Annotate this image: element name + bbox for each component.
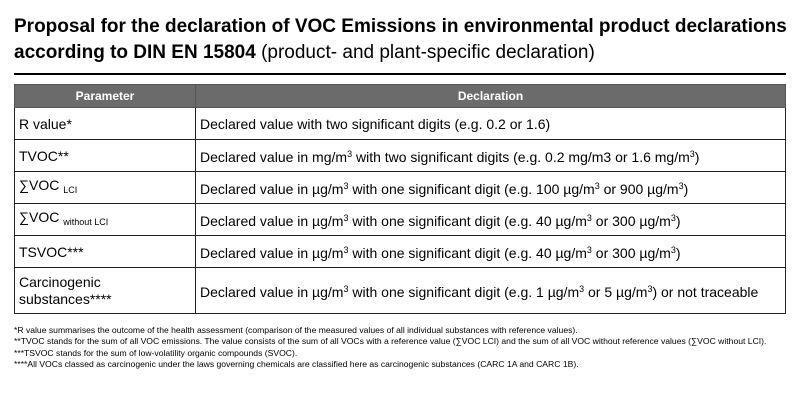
declaration-cell: Declared value in mg/m3 with two signifi… [195, 139, 786, 172]
table-row: ∑VOC LCI Declared value in µg/m3 with on… [14, 171, 786, 204]
table-row: TVOC** Declared value in mg/m3 with two … [14, 139, 786, 172]
table-row: Carcinogenic substances**** Declared val… [14, 267, 786, 314]
footnote: ***TSVOC stands for the sum of low-volat… [14, 347, 298, 358]
footnote: ****All VOCs classed as carcinogenic und… [14, 359, 579, 370]
declaration-cell: Declared value with two significant digi… [195, 107, 786, 140]
header-declaration: Declaration [195, 84, 786, 108]
declaration-cell: Declared value in µg/m3 with one signifi… [195, 267, 786, 314]
footnotes: *R value summarises the outcome of the h… [14, 325, 789, 371]
table-row: ∑VOC without LCI Declared value in µg/m3… [14, 203, 786, 236]
param-cell: ∑VOC LCI [14, 171, 196, 204]
param-cell: R value* [14, 107, 196, 140]
declaration-cell: Declared value in µg/m3 with one signifi… [195, 235, 786, 268]
document-title: Proposal for the declaration of VOC Emis… [14, 14, 789, 66]
declaration-table: Parameter Declaration R value* Declared … [14, 84, 786, 314]
title-underline [14, 73, 786, 75]
title-normal: (product- and plant-specific declaration… [255, 42, 595, 63]
title-bold: Proposal for the declaration of VOC Emis… [14, 16, 787, 63]
table-header-row: Parameter Declaration [14, 84, 786, 108]
table-row: R value* Declared value with two signifi… [14, 107, 786, 140]
footnote: *R value summarises the outcome of the h… [14, 325, 578, 335]
param-cell: TVOC** [14, 139, 196, 172]
param-cell: ∑VOC without LCI [14, 203, 196, 236]
table-row: TSVOC*** Declared value in µg/m3 with on… [14, 235, 786, 268]
param-cell: Carcinogenic substances**** [14, 267, 196, 314]
declaration-cell: Declared value in µg/m3 with one signifi… [195, 171, 786, 204]
param-cell: TSVOC*** [14, 235, 196, 268]
header-parameter: Parameter [14, 84, 196, 108]
footnote: **TVOC stands for the sum of all VOC emi… [14, 336, 767, 347]
declaration-cell: Declared value in µg/m3 with one signifi… [195, 203, 786, 236]
